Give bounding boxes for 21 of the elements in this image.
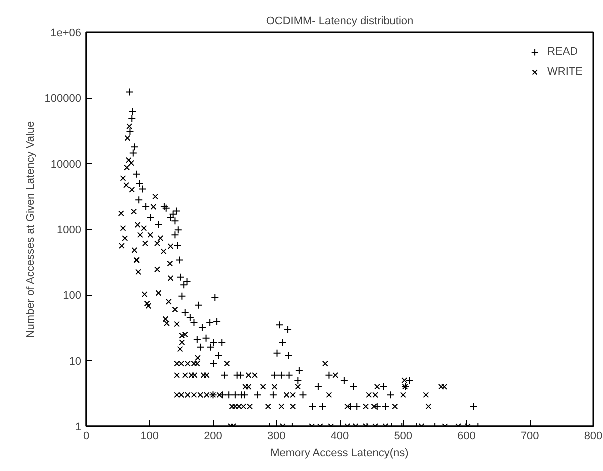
y-tick-label: 100000: [44, 93, 82, 106]
x-tick-label: 200: [204, 430, 222, 442]
chart-title: OCDIMM- Latency distribution: [266, 16, 414, 28]
y-axis-title: Number of Accesses at Given Latency Value: [24, 121, 37, 338]
y-tick-label: 1000: [57, 224, 82, 236]
x-tick-label: 800: [584, 430, 603, 442]
x-tick-label: 100: [140, 430, 160, 442]
x-tick-label: 0: [83, 430, 90, 442]
x-tick-label: 500: [394, 430, 413, 442]
legend-label: WRITE: [548, 66, 583, 78]
x-tick-label: 700: [520, 430, 540, 442]
x-axis-title: Memory Access Latency(ns): [270, 448, 409, 460]
y-tick-label: 1e+06: [50, 28, 82, 40]
y-tick-label: 100: [63, 290, 82, 302]
x-tick-label: 400: [330, 430, 350, 442]
legend-label: READ: [548, 46, 578, 58]
y-tick-label: 10000: [50, 158, 82, 171]
y-tick-label: 10: [69, 356, 82, 368]
x-tick-label: 600: [458, 430, 476, 442]
y-tick-label: 1: [75, 422, 82, 434]
x-tick-label: 300: [267, 430, 286, 442]
